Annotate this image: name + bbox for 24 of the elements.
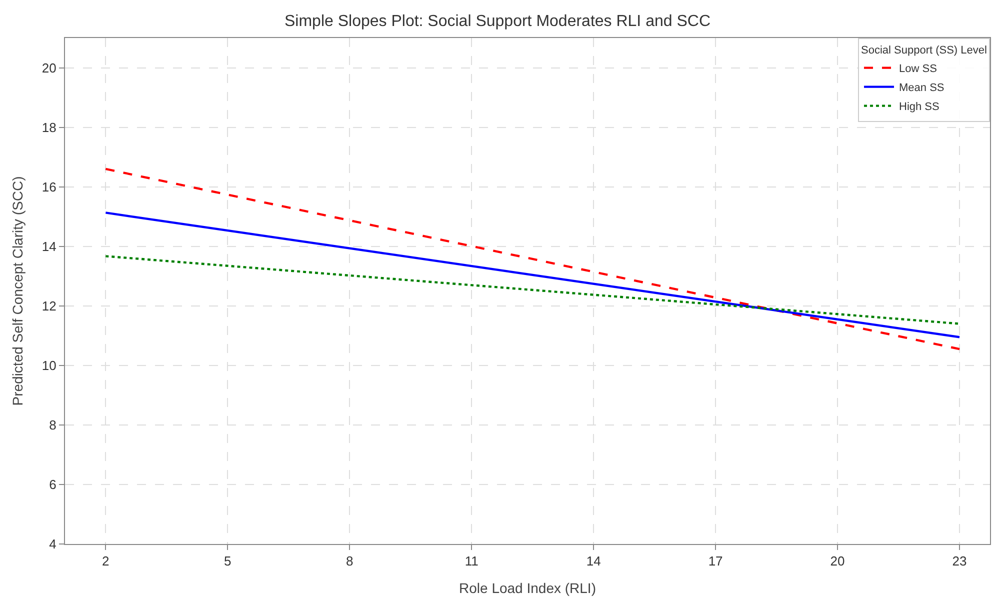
y-tick-label: 4: [49, 536, 56, 552]
y-tick-label: 16: [42, 179, 56, 194]
x-tick-label: 17: [708, 554, 723, 569]
x-tick-label: 2: [102, 554, 110, 569]
x-tick-label: 11: [464, 554, 478, 569]
x-tick-label: 5: [224, 554, 232, 569]
legend-label: Mean SS: [899, 82, 944, 94]
legend-label: Low SS: [899, 63, 937, 76]
x-tick-label: 14: [586, 554, 601, 569]
legend-label: High SS: [899, 101, 940, 114]
y-tick-label: 14: [42, 238, 56, 254]
x-axis-title: Role Load Index (RLI): [459, 580, 596, 596]
y-tick-label: 10: [42, 358, 56, 373]
x-tick-label: 23: [952, 554, 967, 569]
x-tick-label: 8: [346, 554, 354, 569]
y-tick-label: 20: [42, 60, 56, 76]
y-tick-label: 18: [42, 120, 56, 135]
y-tick-label: 12: [42, 298, 56, 314]
chart-title: Simple Slopes Plot: Social Support Moderates RLI and SCC: [284, 13, 710, 30]
y-tick-label: 6: [49, 477, 56, 492]
y-tick-label: 8: [49, 417, 56, 432]
x-tick-label: 20: [830, 554, 845, 569]
legend-title: Social Support (SS) Level: [861, 44, 987, 56]
y-axis-title: Predicted Self Concept Clarity (SCC): [10, 176, 26, 406]
